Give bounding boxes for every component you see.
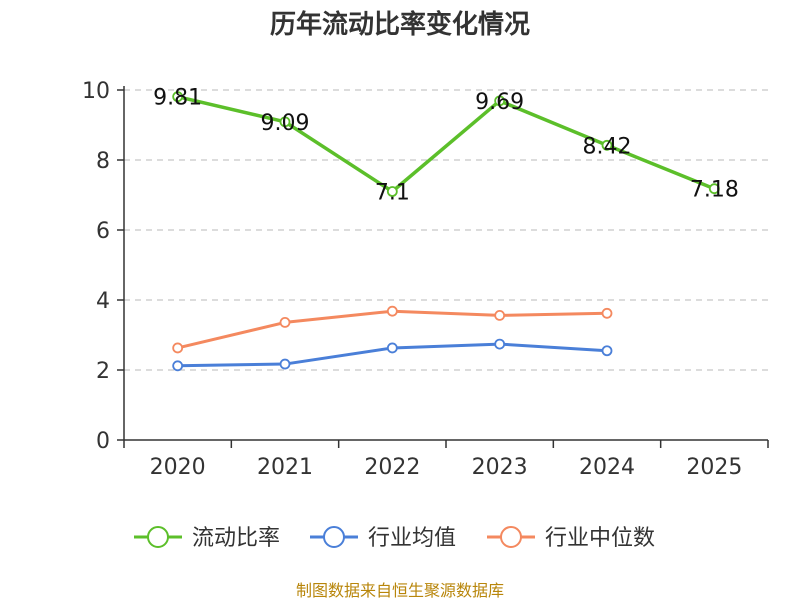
data-point <box>494 95 506 107</box>
data-label: 8.42 <box>583 134 632 159</box>
grid-lines <box>124 89 768 371</box>
data-label: 9.09 <box>261 111 310 136</box>
x-tick-label: 2021 <box>257 455 313 480</box>
chart-title: 历年流动比率变化情况 <box>270 9 530 40</box>
legend-item-行业均值[interactable]: 行业均值 <box>310 526 456 551</box>
legend-item-行业中位数[interactable]: 行业中位数 <box>487 526 655 551</box>
data-point <box>172 360 184 372</box>
legend[interactable]: 流动比率 行业均值 行业中位数 <box>134 526 655 551</box>
series-line-流动比率 <box>177 94 715 194</box>
data-point <box>279 358 291 370</box>
legend-marker <box>500 526 522 548</box>
data-point <box>601 139 613 151</box>
data-point <box>494 338 506 350</box>
data-point <box>279 116 291 128</box>
x-tick-label: 2022 <box>364 455 420 480</box>
series-layer <box>172 91 720 372</box>
legend-label: 行业中位数 <box>545 526 655 551</box>
data-label: 7.1 <box>375 181 410 206</box>
legend-marker <box>323 526 345 548</box>
y-tick-label: 0 <box>96 429 110 454</box>
x-tick-label: 2020 <box>150 455 206 480</box>
data-point <box>172 91 184 103</box>
data-point <box>708 183 720 195</box>
y-tick-label: 10 <box>82 79 110 104</box>
data-label: 7.18 <box>690 178 739 203</box>
data-point <box>601 345 613 357</box>
data-point <box>386 186 398 197</box>
y-tick-label: 4 <box>96 289 110 314</box>
series-line-行业中位数 <box>177 309 608 350</box>
data-point <box>386 342 398 354</box>
data-point <box>279 316 291 328</box>
legend-label: 行业均值 <box>368 526 456 551</box>
data-label: 9.69 <box>475 90 524 115</box>
data-point <box>601 307 613 319</box>
x-tick-label: 2024 <box>579 455 635 480</box>
legend-label: 流动比率 <box>192 526 280 551</box>
x-tick-label: 2025 <box>686 455 742 480</box>
data-point <box>386 305 398 317</box>
data-point <box>172 342 184 354</box>
data-labels: 9.81 9.09 7.1 9.69 8.42 7.18 <box>153 86 739 206</box>
axes: 0 2 4 6 8 10 2020 2021 2022 2023 2024 2025 <box>82 79 769 480</box>
legend-item-流动比率[interactable]: 流动比率 <box>134 526 280 551</box>
y-tick-label: 6 <box>96 219 110 244</box>
legend-marker <box>147 526 169 548</box>
x-tick-label: 2023 <box>472 455 528 480</box>
y-tick-label: 2 <box>96 359 110 384</box>
source-note: 制图数据来自恒生聚源数据库 <box>296 581 504 600</box>
y-tick-label: 8 <box>96 149 110 174</box>
data-point <box>494 309 506 321</box>
data-label: 9.81 <box>153 86 202 111</box>
